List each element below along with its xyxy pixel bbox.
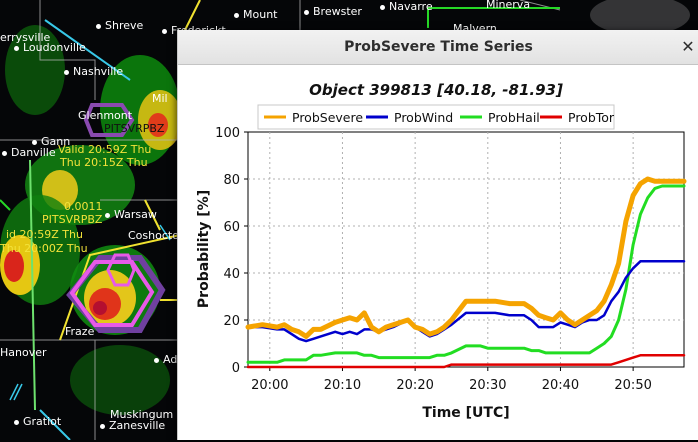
x-tick-label: 20:20 xyxy=(396,378,433,393)
legend-label: ProbHail xyxy=(488,110,540,125)
x-tick-label: 20:30 xyxy=(469,378,506,393)
y-tick-label: 60 xyxy=(223,220,240,235)
x-tick-label: 20:00 xyxy=(251,378,288,393)
town-label: Navarre xyxy=(380,1,433,13)
warning-label: Thu 20:00Z Thu xyxy=(0,242,88,255)
town-label: Warsaw xyxy=(105,209,157,221)
y-tick-label: 100 xyxy=(215,126,240,141)
warning-label: Thu 20:15Z Thu xyxy=(60,156,148,169)
series-lines xyxy=(245,176,687,369)
y-tick-label: 0 xyxy=(232,361,240,376)
town-label: Mount xyxy=(234,9,277,21)
y-tick-label: 80 xyxy=(223,173,240,188)
x-axis-ticks: 20:00 20:10 20:20 20:30 20:40 20:50 xyxy=(251,367,652,393)
town-label: Gann xyxy=(32,136,70,148)
close-button[interactable]: ✕ xyxy=(678,37,698,57)
probsevere-window[interactable]: ProbSevere Time Series ✕ Object 399813 [… xyxy=(177,30,698,440)
town-label: Brewster xyxy=(304,6,362,18)
town-label: Coshocton xyxy=(128,229,186,242)
warning-label: id 20:59Z Thu xyxy=(6,228,83,241)
town-label: Mil xyxy=(152,92,168,105)
town-label: Minerva xyxy=(486,0,531,11)
probsevere-contours xyxy=(66,103,166,333)
window-titlebar[interactable]: ProbSevere Time Series ✕ xyxy=(178,30,698,65)
legend-label: ProbWind xyxy=(394,110,453,125)
probability-chart: Object 399813 [40.18, -81.93] ProbSevere… xyxy=(196,81,687,421)
town-label: Loudonville xyxy=(14,42,86,54)
town-label: Gratiot xyxy=(14,416,61,428)
town-label: Ad xyxy=(154,354,177,366)
close-icon: ✕ xyxy=(681,37,695,56)
chart-legend: ProbSevere ProbWind ProbHail ProbTor xyxy=(257,104,615,130)
window-title: ProbSevere Time Series xyxy=(344,39,533,55)
warning-label: PITSVRPBZ xyxy=(42,213,103,226)
x-tick-label: 20:40 xyxy=(542,378,579,393)
town-label: Hanover xyxy=(0,346,47,359)
warning-label: PITSVRPBZ xyxy=(104,122,165,135)
town-label: Glenmont xyxy=(78,109,133,122)
town-label: Shreve xyxy=(96,20,143,32)
series-line-probhail xyxy=(246,184,686,364)
y-tick-label: 20 xyxy=(223,314,240,329)
town-label: Danville xyxy=(2,147,56,159)
x-tick-label: 20:10 xyxy=(324,378,361,393)
series-line-probwind xyxy=(246,260,686,343)
y-axis-ticks: 0 20 40 60 80 100 xyxy=(215,126,248,376)
x-tick-label: 20:50 xyxy=(614,378,651,393)
town-label: Muskingum xyxy=(110,408,174,421)
town-label: Nashville xyxy=(64,66,123,78)
radar-echoes xyxy=(0,0,690,415)
x-axis-label: Time [UTC] xyxy=(422,405,509,421)
warning-label: 0.0011 xyxy=(64,200,103,213)
series-line-probtor xyxy=(246,354,686,369)
county-lines xyxy=(0,0,561,440)
y-axis-label: Probability [%] xyxy=(196,190,212,308)
chart-title: Object 399813 [40.18, -81.93] xyxy=(309,81,563,99)
warning-label: Valid 20:59Z Thu xyxy=(58,143,152,156)
legend-label: ProbTor xyxy=(568,110,615,125)
wind-barbs xyxy=(9,224,171,401)
town-label: Fraze xyxy=(65,325,95,338)
y-tick-label: 40 xyxy=(223,267,240,282)
legend-label: ProbSevere xyxy=(292,110,363,125)
town-label: Zanesville xyxy=(100,420,165,432)
series-line-probsevere xyxy=(245,176,687,339)
